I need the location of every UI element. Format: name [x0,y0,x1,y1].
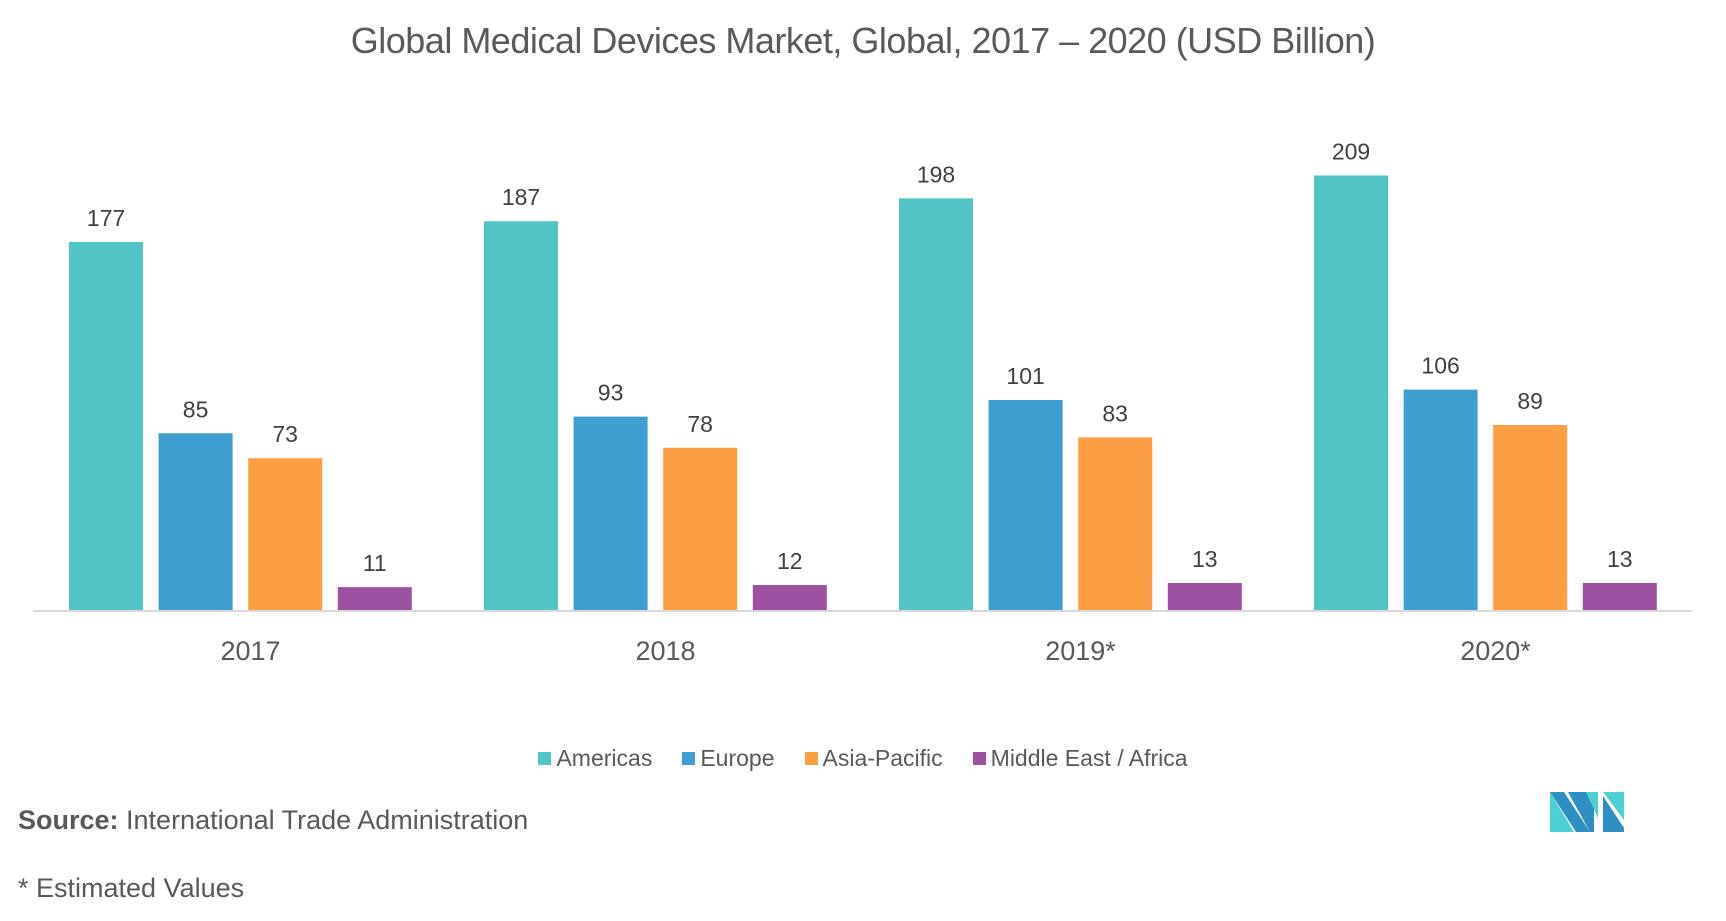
bar-americas-2017 [69,242,143,610]
legend: Americas Europe Asia-Pacific Middle East / … [0,745,1726,772]
bar-middle-east-africa-2018 [752,585,827,610]
legend-label: Middle East / Africa [990,745,1188,771]
bar-americas-2019 [899,198,973,610]
data-label: 187 [502,184,540,210]
bar-asia-pacific-2019 [1078,437,1153,610]
source-text: International Trade Administration [118,805,529,835]
data-label: 209 [1332,138,1370,164]
source-note: Source: International Trade Administrati… [18,805,528,836]
data-label: 85 [183,396,209,422]
data-label: 83 [1102,400,1128,426]
data-label: 93 [598,380,624,406]
bar-asia-pacific-2018 [663,447,738,610]
bar-middle-east-africa-2017 [337,587,412,610]
legend-item: Asia-Pacific [804,745,943,772]
bar-middle-east-africa-2019 [1167,582,1242,610]
chart-title: Global Medical Devices Market, Global, 2… [350,20,1376,61]
labels-layer: 177 85 73 11 2017 187 93 78 12 2018 198 101 83 13 2019… [87,138,1633,666]
data-label: 106 [1421,353,1459,379]
data-label: 89 [1517,388,1543,414]
bar-middle-east-africa-2020 [1582,582,1657,610]
bar-europe-2020 [1403,389,1478,610]
legend-label: Asia-Pacific [822,745,943,771]
bar-chart: 177 85 73 11 2017 187 93 78 12 2018 198 101 83 13 2019… [33,138,1693,666]
legend-swatch [804,752,818,765]
data-label: 101 [1006,363,1044,389]
data-label: 12 [777,548,803,574]
source-label: Source: [18,805,119,835]
legend-swatch [538,752,552,765]
data-label: 198 [917,161,955,187]
x-tick-label: 2017 [220,636,280,666]
company-logo-icon [1550,792,1624,832]
bar-americas-2018 [484,221,558,610]
bar-europe-2017 [158,433,233,610]
bar-asia-pacific-2017 [248,458,323,610]
legend-swatch [682,752,696,765]
legend-label: Americas [556,745,653,771]
bar-asia-pacific-2020 [1493,424,1568,610]
bar-europe-2018 [573,416,648,610]
data-label: 73 [272,421,298,447]
bars-layer [69,175,1657,610]
x-tick-label: 2019* [1045,636,1116,666]
legend-label: Europe [700,745,775,771]
data-label: 78 [687,411,713,437]
legend-item: Americas [538,745,652,772]
bar-europe-2019 [988,400,1063,610]
x-tick-label: 2020* [1460,636,1531,666]
legend-swatch [972,752,986,765]
legend-item: Europe [682,745,775,772]
estimated-values-note: * Estimated Values [18,873,245,903]
data-label: 177 [87,205,125,231]
bar-americas-2020 [1314,175,1388,610]
data-label: 11 [363,550,387,576]
data-label: 13 [1607,546,1633,572]
x-tick-label: 2018 [635,636,695,666]
data-label: 13 [1192,546,1218,572]
legend-item: Middle East / Africa [972,745,1188,772]
